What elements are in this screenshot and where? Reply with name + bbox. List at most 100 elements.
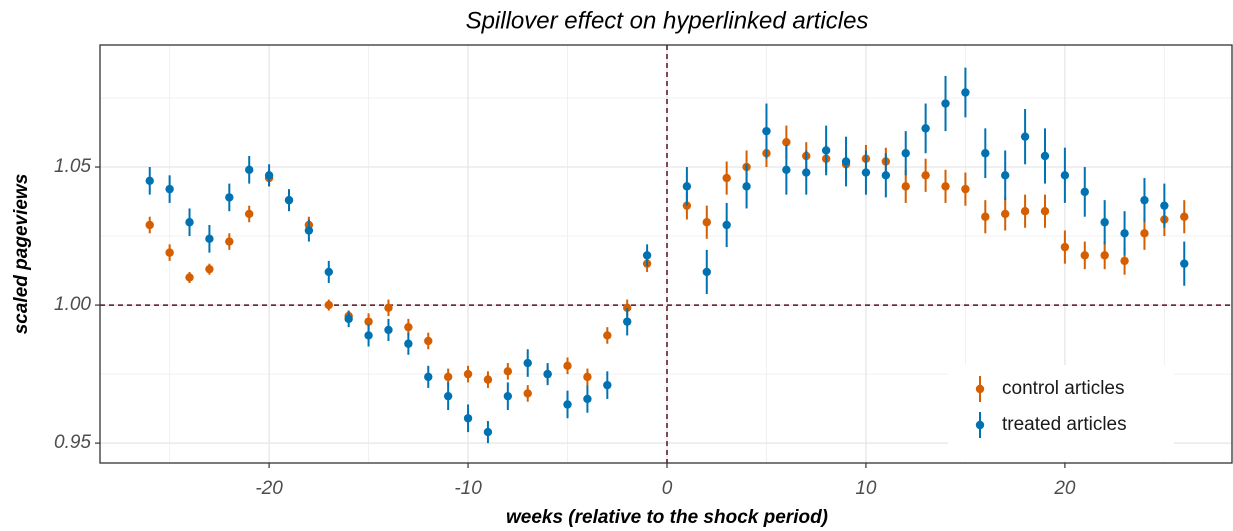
data-point <box>543 369 552 379</box>
data-point <box>1180 259 1189 268</box>
data-point <box>225 193 234 202</box>
data-point <box>1080 251 1089 260</box>
y-tick-label: 1.05 <box>54 156 91 177</box>
data-point <box>583 394 592 404</box>
x-tick-label: 20 <box>1053 478 1076 499</box>
data-point <box>821 146 831 155</box>
data-point <box>145 220 154 230</box>
data-point <box>424 372 433 382</box>
data-point <box>702 267 711 277</box>
legend-box <box>948 365 1174 461</box>
data-point <box>603 331 612 340</box>
data-point <box>344 314 353 324</box>
x-tick-label: -10 <box>454 478 482 499</box>
data-point <box>981 149 990 158</box>
data-point <box>443 391 453 401</box>
data-point <box>841 157 851 166</box>
data-point <box>1060 242 1070 252</box>
data-point <box>722 220 731 230</box>
y-axis-title: scaled pageviews <box>11 174 32 335</box>
data-point <box>941 182 950 191</box>
data-point <box>1001 209 1010 219</box>
x-tick-label: 0 <box>662 478 673 499</box>
data-point <box>1180 212 1189 221</box>
data-point <box>264 171 274 180</box>
data-point <box>782 137 791 147</box>
data-point <box>1120 256 1129 266</box>
data-point <box>1040 151 1050 161</box>
legend-swatch <box>975 384 985 394</box>
data-point <box>682 182 692 191</box>
data-point <box>1001 171 1010 180</box>
data-point <box>225 237 234 246</box>
data-point <box>185 218 194 227</box>
data-point <box>483 375 493 384</box>
data-point <box>623 317 632 326</box>
data-point <box>1060 171 1070 180</box>
legend-label: treated articles <box>1002 414 1127 435</box>
data-point <box>722 173 731 183</box>
data-point <box>1100 218 1109 227</box>
x-axis-title: weeks (relative to the shock period) <box>506 507 828 528</box>
data-point <box>523 389 532 398</box>
data-point <box>1140 195 1149 205</box>
data-point <box>304 226 314 235</box>
x-tick-label: 10 <box>855 478 877 499</box>
data-point <box>523 358 532 368</box>
data-point <box>404 339 413 348</box>
data-point <box>563 400 572 409</box>
data-point <box>364 317 373 326</box>
data-point <box>443 372 453 382</box>
data-point <box>583 372 592 382</box>
data-point <box>404 322 413 332</box>
data-point <box>901 182 910 191</box>
data-point <box>503 367 513 376</box>
data-point <box>1100 251 1109 260</box>
data-point <box>483 427 493 437</box>
data-point <box>324 300 333 310</box>
data-point <box>185 273 194 282</box>
data-point <box>603 380 612 390</box>
data-point <box>981 212 990 221</box>
y-tick-label: 0.95 <box>54 432 91 453</box>
data-point <box>1020 132 1030 141</box>
data-point <box>145 176 154 186</box>
data-point <box>921 171 930 180</box>
data-point <box>384 303 393 313</box>
data-point <box>881 171 891 180</box>
data-point <box>165 184 174 194</box>
data-point <box>284 195 294 205</box>
x-tick-label: -20 <box>255 478 283 499</box>
chart-title: Spillover effect on hyperlinked articles <box>466 7 869 34</box>
data-point <box>463 414 473 423</box>
data-point <box>642 251 652 260</box>
data-point <box>165 248 174 257</box>
data-point <box>1140 229 1149 238</box>
data-point <box>503 391 513 401</box>
data-point <box>424 336 433 346</box>
data-point <box>961 184 970 194</box>
data-point <box>742 182 751 191</box>
plot-border <box>99 44 1233 464</box>
data-point <box>245 209 254 219</box>
data-point <box>941 99 950 108</box>
data-point <box>961 88 970 97</box>
data-point <box>205 264 214 274</box>
data-point <box>324 267 333 277</box>
data-point <box>1080 187 1089 197</box>
data-point <box>245 165 254 174</box>
y-tick-label: 1.00 <box>54 294 91 315</box>
data-point <box>1040 207 1050 216</box>
data-point <box>205 234 214 244</box>
legend-label: control articles <box>1002 378 1125 399</box>
data-point <box>384 325 393 335</box>
data-point <box>563 361 572 371</box>
data-point <box>364 331 373 340</box>
legend-swatch <box>975 420 985 430</box>
data-point <box>921 124 930 133</box>
data-point <box>702 218 711 227</box>
data-point <box>782 165 791 174</box>
data-point <box>901 149 910 158</box>
data-point <box>1160 201 1169 210</box>
